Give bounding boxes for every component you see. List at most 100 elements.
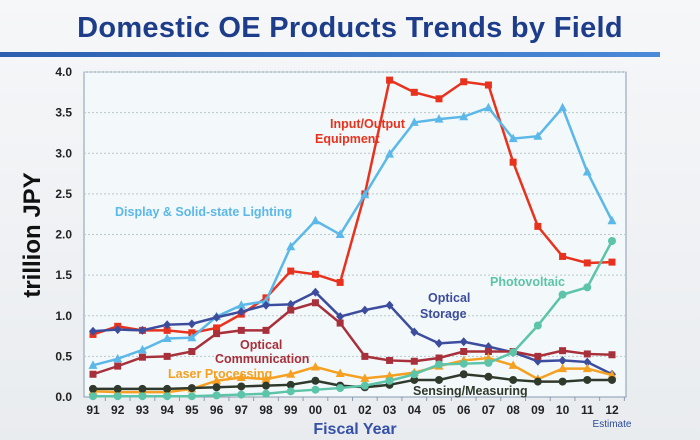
data-point (138, 325, 147, 335)
data-point (113, 392, 122, 401)
data-point (533, 377, 542, 386)
data-point (187, 319, 196, 329)
data-point (558, 290, 567, 299)
data-point (534, 352, 542, 360)
data-point (212, 383, 221, 392)
data-point (311, 299, 319, 307)
data-point (187, 384, 196, 393)
data-point (287, 267, 295, 275)
data-point (583, 259, 591, 267)
data-point (286, 380, 295, 389)
data-point (360, 305, 369, 315)
y-tick-label: 3.0 (55, 146, 72, 160)
series-label: Communication (215, 352, 309, 366)
y-axis-title: trillion JPY (19, 172, 46, 297)
data-point (608, 258, 616, 266)
series-line (92, 290, 613, 376)
data-point (237, 390, 246, 399)
data-point (163, 384, 172, 393)
data-point (89, 326, 97, 336)
data-point (187, 392, 196, 401)
x-tick-label: 99 (284, 403, 298, 417)
data-point (261, 374, 271, 383)
data-point (212, 375, 222, 385)
series-label: Display & Solid-state Lighting (115, 205, 292, 219)
data-point (262, 300, 270, 310)
data-point (484, 358, 493, 367)
series-line (92, 356, 613, 394)
data-point (287, 306, 295, 314)
data-point (336, 384, 345, 393)
series-label: Optical (428, 291, 470, 305)
data-point (410, 357, 418, 365)
x-tick-label: 03 (383, 403, 397, 417)
data-point (508, 133, 518, 143)
y-tick-label: 0.5 (55, 349, 72, 363)
data-point (459, 370, 468, 379)
data-point (261, 296, 271, 305)
y-tick-label: 0.0 (55, 390, 72, 404)
x-tick-label: 00 (309, 403, 323, 417)
data-point (582, 363, 592, 373)
title-underline (0, 52, 660, 57)
y-tick-label: 2.0 (55, 228, 72, 242)
data-point (212, 391, 221, 400)
data-point (533, 131, 543, 140)
data-point (484, 348, 492, 355)
data-point (484, 372, 493, 381)
x-tick-label: 12 (605, 403, 619, 417)
x-tick-label: 91 (86, 403, 100, 417)
data-point (138, 353, 146, 361)
page-title: Domestic OE Products Trends by Field (77, 12, 623, 44)
x-tick-label: 02 (358, 403, 372, 417)
data-point (459, 337, 468, 347)
x-tick-label: 93 (136, 403, 150, 417)
data-point (607, 370, 617, 379)
data-point (213, 324, 221, 332)
data-point (410, 88, 418, 96)
data-point (435, 338, 443, 348)
data-point (435, 95, 443, 103)
data-point (311, 270, 319, 278)
x-tick-label: 97 (235, 403, 249, 417)
data-point (434, 114, 444, 123)
x-note-estimate: Estimate (593, 419, 632, 430)
y-tick-label: 1.5 (55, 268, 72, 282)
data-point (138, 384, 147, 393)
data-point (509, 158, 517, 166)
series-label: Optical (240, 338, 282, 352)
data-point (311, 376, 320, 385)
data-point (335, 368, 345, 377)
data-point (163, 320, 172, 330)
data-point (583, 350, 591, 358)
series-label: Laser Processing (168, 367, 272, 381)
x-tick-label: 01 (333, 403, 347, 417)
data-point (460, 348, 468, 355)
data-point (138, 392, 147, 401)
x-tick-label: 10 (556, 403, 570, 417)
data-point (483, 102, 493, 112)
data-point (559, 252, 567, 260)
data-point (459, 359, 468, 368)
data-point (360, 189, 370, 199)
data-point (187, 332, 197, 342)
data-point (608, 237, 616, 245)
data-point (163, 326, 171, 334)
data-point (89, 384, 97, 393)
data-point (435, 354, 443, 362)
data-point (262, 326, 270, 334)
y-tick-label: 1.0 (55, 309, 72, 323)
data-point (113, 325, 122, 335)
data-point (508, 360, 518, 369)
series-label: Photovoltaic (490, 275, 565, 289)
data-point (360, 373, 370, 382)
x-tick-label: 96 (210, 403, 224, 417)
series-line (92, 105, 614, 367)
data-point (336, 278, 344, 286)
data-point (435, 375, 443, 384)
data-point (262, 381, 270, 390)
x-tick-label: 94 (160, 403, 174, 417)
data-point (582, 166, 592, 176)
y-tick-label: 2.5 (55, 187, 72, 201)
